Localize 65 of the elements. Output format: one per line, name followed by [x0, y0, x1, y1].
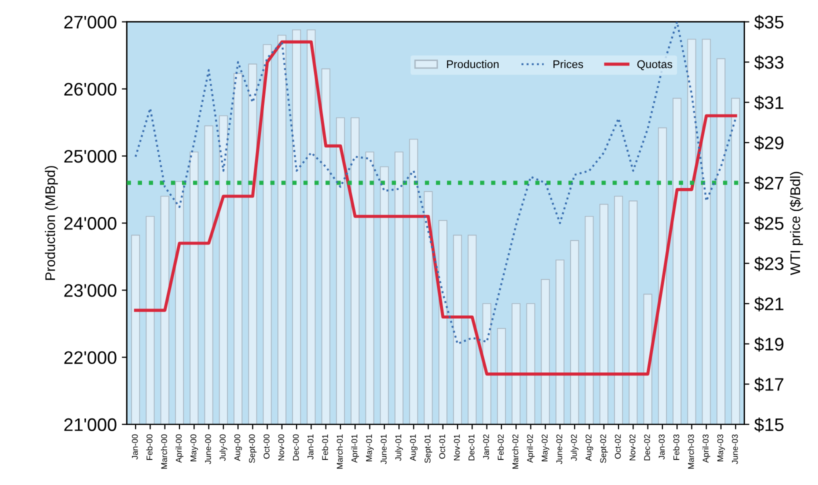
x-tick-label: Sept-02: [600, 434, 608, 463]
x-tick-label: June-02: [556, 434, 562, 464]
x-tick-label: Jan-03: [658, 434, 665, 460]
x-tick-label: April-02: [526, 434, 535, 463]
y2-tick-label: $21: [754, 296, 784, 312]
y-tick-label: 25'000: [64, 150, 116, 163]
y2-tick-label: $29: [754, 136, 784, 150]
x-tick-label: March-01: [336, 434, 343, 469]
legend-label: Quotas: [637, 60, 672, 70]
x-tick-label: April-01: [351, 434, 359, 463]
x-tick-label: Sept-01: [424, 434, 432, 463]
y2-tick-label: $25: [754, 216, 784, 231]
x-tick-label: Dec-01: [468, 434, 474, 460]
x-tick-label: Feb-01: [322, 434, 328, 460]
x-tick-label: Aug-00: [234, 434, 242, 461]
y-axis-title: Production (MBpd): [44, 166, 58, 280]
x-tick-label: Nov-01: [454, 434, 460, 460]
x-tick-label: March-03: [688, 434, 694, 469]
x-tick-label: Nov-00: [278, 434, 284, 460]
x-tick-label: Feb-03: [673, 434, 680, 460]
x-tick-label: Feb-02: [498, 434, 504, 460]
x-tick-label: Aug-01: [410, 434, 418, 461]
y2-tick-label: $35: [754, 15, 784, 30]
legend-label: Production: [447, 60, 499, 68]
x-tick-label: Dec-00: [292, 434, 299, 460]
y2-tick-label: $31: [754, 96, 784, 110]
x-tick-label: June-01: [380, 434, 387, 464]
legend-label: Prices: [554, 60, 584, 68]
y2-tick-label: $15: [754, 418, 784, 432]
y-tick-label: 26'000: [64, 82, 116, 96]
x-tick-label: March-00: [160, 434, 168, 469]
x-tick-label: May-03: [717, 434, 725, 462]
x-tick-label: June-00: [205, 434, 211, 464]
y-tick-label: 24'000: [64, 217, 116, 230]
x-tick-label: April-03: [702, 434, 710, 463]
x-tick-label: Oct-00: [264, 434, 270, 459]
x-tick-label: May-00: [190, 434, 198, 462]
y2-tick-label: $17: [754, 377, 784, 392]
x-tick-label: Oct-02: [614, 434, 621, 459]
x-tick-label: June-03: [732, 434, 738, 464]
x-tick-label: Feb-00: [146, 434, 152, 460]
x-tick-label: July-00: [219, 434, 228, 461]
x-tick-label: Jan-02: [483, 434, 490, 460]
x-tick-label: Dec-02: [644, 434, 650, 460]
x-tick-label: Jan-01: [308, 434, 314, 460]
x-tick-label: Sept-00: [248, 434, 257, 463]
y-tick-label: 27'000: [64, 16, 116, 29]
y-tick-label: 22'000: [64, 351, 116, 364]
x-tick-label: April-00: [176, 434, 184, 463]
x-tick-label: May-02: [542, 434, 550, 462]
y2-tick-label: $27: [754, 176, 784, 191]
x-tick-label: Nov-02: [629, 434, 636, 460]
x-tick-label: Jan-00: [132, 434, 138, 460]
y-tick-label: 23'000: [64, 284, 116, 297]
y2-axis-title: WTI price ($/Bdl): [790, 172, 803, 276]
x-tick-label: Oct-01: [439, 434, 446, 459]
x-tick-label: July-02: [570, 434, 578, 461]
y2-tick-label: $23: [754, 256, 784, 272]
y2-tick-label: $33: [754, 55, 784, 70]
y2-tick-label: $19: [754, 337, 784, 352]
x-tick-label: March-02: [512, 434, 518, 469]
x-tick-label: May-01: [366, 434, 374, 462]
x-tick-label: Aug-02: [586, 434, 594, 461]
x-tick-label: July-01: [395, 434, 403, 461]
y-tick-label: 21'000: [64, 418, 116, 432]
